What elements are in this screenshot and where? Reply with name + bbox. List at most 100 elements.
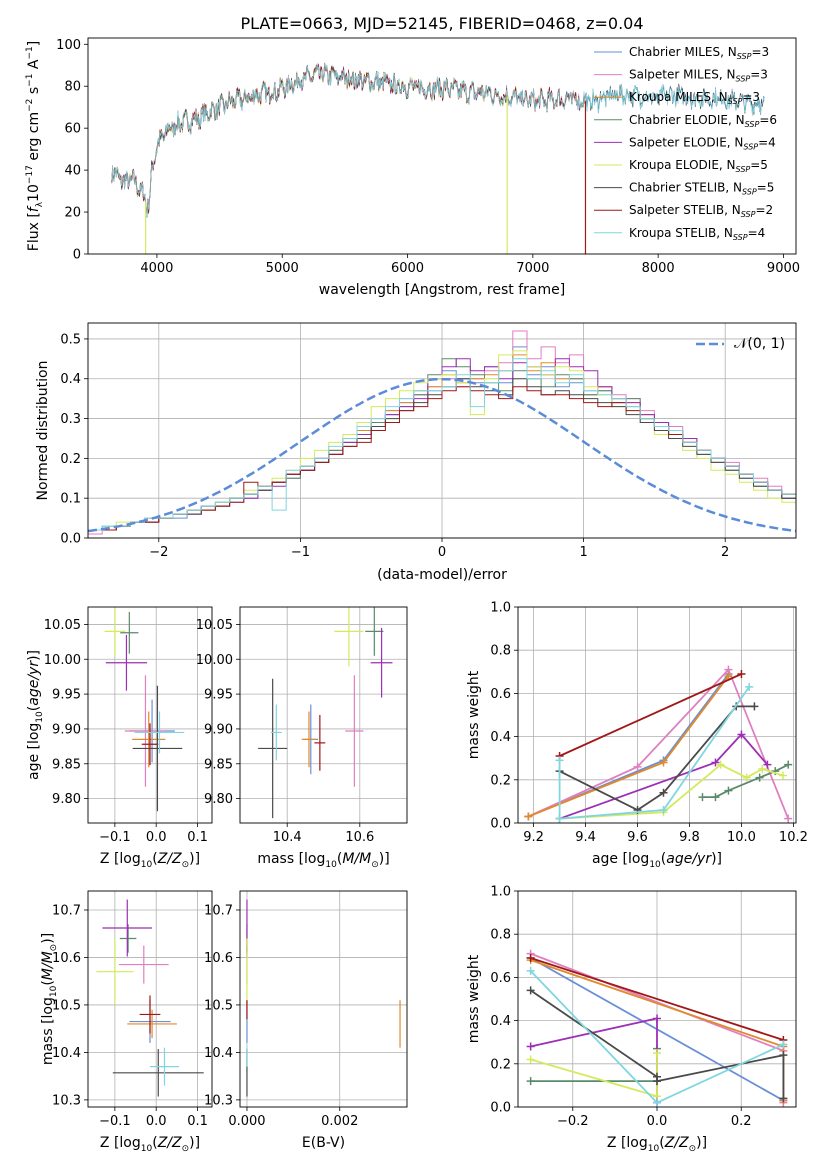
y-tick-label: 10.05	[44, 618, 81, 633]
y-tick-label: 10.5	[204, 998, 233, 1013]
x-tick-label: 9.2	[523, 830, 544, 845]
histograms	[88, 330, 796, 538]
weight-marker	[737, 730, 746, 739]
weight-marker	[526, 1077, 535, 1086]
y-tick-label: 100	[56, 38, 81, 53]
label-part: −17	[25, 165, 35, 184]
y-tick-label: 1.0	[490, 885, 511, 900]
label-part: Z/Z	[157, 851, 182, 867]
legend-nssp: =4	[758, 135, 776, 149]
label-part: )]	[711, 851, 722, 867]
legend-subscript: SSP	[733, 233, 748, 242]
weight-line	[559, 673, 742, 757]
y-tick-label: 10.05	[196, 618, 233, 633]
label-part: −1	[25, 74, 35, 87]
x-tick-label: 10.4	[273, 830, 302, 845]
histogram-series	[88, 358, 796, 538]
axes-frame	[517, 606, 797, 824]
x-tick-label: −0.2	[557, 1114, 589, 1129]
label-part: )]	[26, 650, 42, 661]
y-tick-label: 0.8	[490, 644, 511, 659]
spectrum-line	[111, 63, 765, 217]
label-part: 10	[35, 711, 45, 723]
label-part: ⊙	[49, 944, 59, 952]
x-axis-label: mass [log10(M/M⊙)]	[257, 851, 389, 870]
y-tick-label: 60	[64, 122, 81, 137]
legend-subscript: SSP	[736, 75, 751, 84]
x-axis-label: E(B-V)	[302, 1135, 345, 1151]
y-tick-label: 0.0	[60, 532, 81, 547]
x-tick-label: 0.002	[321, 1114, 358, 1129]
y-tick-label: 10.7	[52, 903, 81, 918]
x-tick-label: 2	[721, 545, 729, 560]
label-part: M/M	[342, 851, 371, 867]
x-tick-label: 10.2	[779, 830, 808, 845]
legend-subscript: SSP	[741, 210, 756, 219]
legend-subscript: SSP	[736, 165, 751, 174]
x-tick-label: 10.0	[727, 830, 756, 845]
x-axis-label: Z [log10(Z/Z⊙)]	[100, 1135, 200, 1154]
axes-frame	[517, 890, 797, 1108]
label-part: λ	[35, 201, 45, 207]
weight-marker	[659, 788, 668, 797]
weight-marker	[716, 760, 725, 769]
x-tick-label: 0.0	[146, 1114, 167, 1129]
legend-label: Kroupa MILES, NSSP=3	[629, 90, 760, 106]
legend-nssp: =6	[759, 113, 777, 127]
y-tick-label: 0.0	[490, 817, 511, 832]
label-part: (	[26, 706, 42, 711]
y-tick-label: 10.6	[52, 951, 81, 966]
y-tick-label: 0.2	[60, 452, 81, 467]
x-tick-label: 0	[438, 545, 446, 560]
legend-subscript: SSP	[742, 188, 757, 197]
label-part: A	[26, 59, 42, 73]
weight-marker	[526, 953, 535, 962]
x-tick-label: 9.6	[627, 830, 648, 845]
y-tick-label: 10.3	[204, 1093, 233, 1108]
x-axis-label: Z [log10(Z/Z⊙)]	[100, 851, 200, 870]
legend-label: Chabrier ELODIE, NSSP=6	[629, 113, 777, 129]
label-part: −2	[25, 99, 35, 112]
x-tick-label: 0.0	[647, 1114, 668, 1129]
errorbars	[96, 899, 204, 1097]
legend-label: Salpeter STELIB, NSSP=2	[629, 203, 773, 219]
axes-frame	[87, 37, 797, 255]
weight-line	[559, 733, 769, 820]
label-part: ⊙	[182, 860, 190, 870]
x-tick-label: 8000	[642, 261, 675, 276]
x-axis-label: age [log10(age/yr)]	[592, 851, 722, 870]
weight-marker	[524, 812, 533, 821]
x-tick-label: 0.2	[731, 1114, 752, 1129]
label-part: Z/Z	[157, 1135, 182, 1151]
weight-line	[558, 686, 750, 820]
y-tick-label: 1.0	[490, 601, 511, 616]
label-part: (	[661, 851, 666, 867]
x-tick-label: 0.0	[146, 830, 167, 845]
label-part: Flux [	[26, 212, 42, 251]
y-tick-label: 0.3	[60, 412, 81, 427]
y-tick-label: 0.1	[60, 492, 81, 507]
y-tick-label: 10.5	[52, 998, 81, 1013]
y-axis-label: age [log10(age/yr)]	[26, 650, 45, 780]
label-part: 10	[141, 1144, 153, 1154]
y-tick-label: 0.6	[490, 687, 511, 702]
legend-subscript: SSP	[728, 97, 743, 106]
y-axis-label: Normed distribution	[35, 361, 51, 501]
y-tick-label: 9.85	[204, 757, 233, 772]
legend-nssp: =4	[748, 226, 766, 240]
label-part: (	[40, 980, 56, 985]
label-part: mass [log	[40, 997, 56, 1065]
errorbars	[246, 899, 401, 1097]
errorbars	[104, 607, 185, 812]
weight-marker	[711, 758, 720, 767]
x-tick-label: −0.1	[99, 830, 131, 845]
weight-marker	[745, 682, 754, 691]
weight-line	[530, 957, 784, 1041]
y-tick-label: 9.90	[52, 722, 81, 737]
label-part: erg cm	[26, 112, 42, 165]
label-part: (	[337, 851, 342, 867]
panel-mass_vs_EBV: 0.000 0.002 10.3 10.4 10.5 10.6 10.7 E(B-V)	[204, 890, 408, 1151]
x-tick-label: 7000	[516, 261, 549, 276]
weight-marker	[653, 1098, 661, 1107]
